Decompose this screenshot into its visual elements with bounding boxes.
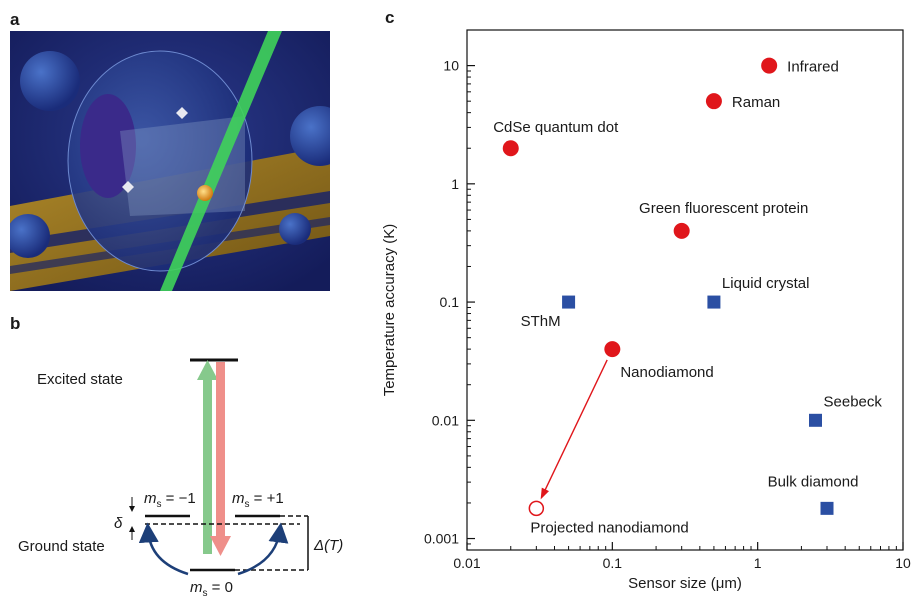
cell-bubble (10, 214, 50, 258)
nanodiamond-particle (122, 181, 134, 193)
point-liquid-crystal (707, 295, 721, 309)
nanodiamond-particle (176, 107, 188, 119)
temperature-accuracy-chart: Temperature accuracy (K) Sensor size (μm… (381, 29, 911, 592)
y-tick-label: 0.1 (440, 294, 460, 310)
x-tick-label: 1 (754, 555, 762, 571)
label-bulk-diamond: Bulk diamond (768, 473, 859, 490)
point-green-fluorescent-protein (673, 222, 690, 239)
point-bulk-diamond (820, 501, 834, 515)
ground-state-label: Ground state (18, 538, 105, 555)
label-nanodiamond: Nanodiamond (620, 364, 713, 381)
x-axis-label: Sensor size (μm) (628, 575, 742, 592)
cell-bubble (279, 213, 311, 245)
y-tick-label: 0.01 (432, 412, 459, 428)
plot-frame (466, 29, 904, 551)
energy-level-diagram: Excited state Δ(T) δ Ground state ms = −… (18, 358, 343, 599)
projection-arrow-line (540, 359, 608, 498)
point-infrared (761, 57, 778, 74)
point-cdse-quantum-dot (502, 140, 519, 157)
spin-transition-arrow-right (237, 522, 289, 576)
x-tick-label: 0.01 (453, 555, 480, 571)
panel-label-b: b (10, 314, 21, 333)
nanodiamond-cell-illustration (10, 31, 330, 291)
x-tick-label: 10 (895, 555, 911, 571)
label-projected-nanodiamond: Projected nanodiamond (530, 519, 688, 536)
point-nanodiamond (604, 341, 621, 358)
y-axis-label: Temperature accuracy (K) (381, 224, 398, 397)
panel-label-a: a (10, 10, 20, 29)
spin-transition-arrow-left (138, 522, 189, 576)
cell-bubble (20, 51, 80, 111)
projection-arrow-head (540, 487, 549, 500)
delta-t-label: Δ(T) (313, 537, 343, 554)
laser-beam (160, 31, 282, 291)
ms-minus-label: ms = −1 (144, 490, 196, 510)
label-sthm: SThM (521, 313, 561, 330)
cell-nucleus (80, 94, 136, 198)
label-green-fluorescent-protein: Green fluorescent protein (639, 200, 808, 217)
label-liquid-crystal: Liquid crystal (722, 275, 810, 292)
label-cdse-quantum-dot: CdSe quantum dot (493, 119, 619, 136)
label-infrared: Infrared (787, 59, 839, 76)
excitation-arrow (203, 378, 212, 554)
ms-zero-label: ms = 0 (190, 579, 233, 599)
y-tick-label: 10 (443, 58, 459, 74)
nanodiamond-particle (197, 185, 213, 201)
excited-state-label: Excited state (37, 371, 123, 388)
panel-label-c: c (385, 8, 395, 27)
point-sthm (562, 295, 576, 309)
x-tick-label: 0.1 (603, 555, 623, 571)
label-seebeck: Seebeck (824, 393, 883, 410)
ms-plus-label: ms = +1 (232, 490, 284, 510)
delta-label: δ (114, 515, 123, 532)
y-tick-label: 1 (451, 176, 459, 192)
point-raman (705, 93, 722, 110)
point-projected-nanodiamond (528, 500, 545, 517)
y-tick-label: 0.001 (424, 531, 459, 547)
point-seebeck (809, 413, 823, 427)
label-raman: Raman (732, 94, 780, 111)
emission-arrow (216, 362, 225, 538)
cell-bubble (290, 106, 330, 166)
